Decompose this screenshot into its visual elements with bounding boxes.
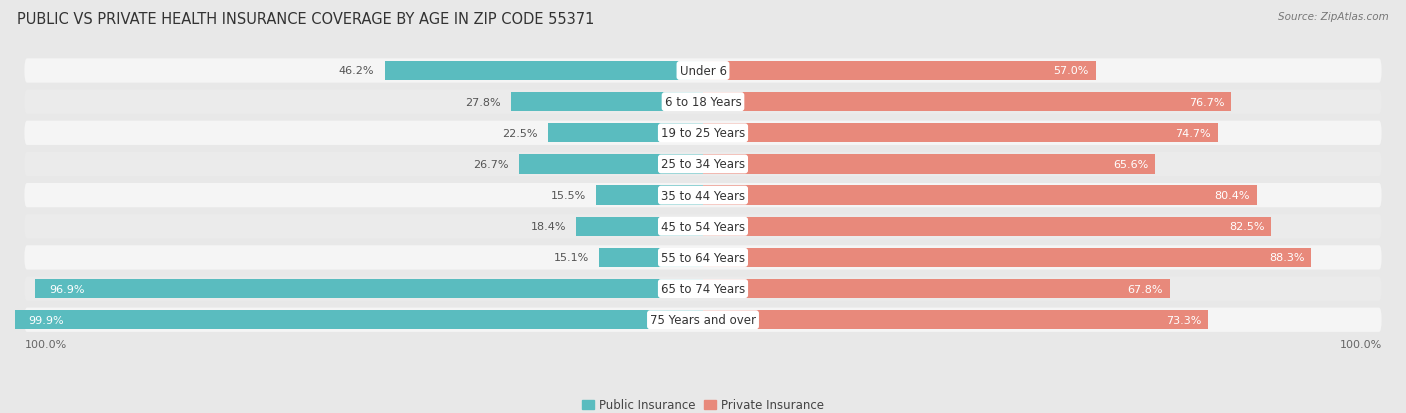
Bar (599, 248, 703, 268)
FancyBboxPatch shape (24, 215, 1382, 239)
Bar (703, 155, 1154, 174)
Text: 22.5%: 22.5% (502, 128, 537, 138)
Bar (512, 93, 703, 112)
Bar (703, 279, 1170, 299)
Text: 15.1%: 15.1% (554, 253, 589, 263)
Text: 57.0%: 57.0% (1053, 66, 1088, 76)
FancyBboxPatch shape (24, 90, 1382, 114)
Bar (35, 279, 703, 299)
Text: 25 to 34 Years: 25 to 34 Years (661, 158, 745, 171)
Bar (576, 217, 703, 236)
Text: 75 Years and over: 75 Years and over (650, 313, 756, 326)
Text: 45 to 54 Years: 45 to 54 Years (661, 220, 745, 233)
Text: 99.9%: 99.9% (28, 315, 65, 325)
FancyBboxPatch shape (24, 308, 1382, 332)
Bar (703, 62, 1095, 81)
Text: 100.0%: 100.0% (1340, 339, 1382, 349)
Bar (385, 62, 703, 81)
Text: 35 to 44 Years: 35 to 44 Years (661, 189, 745, 202)
FancyBboxPatch shape (24, 59, 1382, 83)
FancyBboxPatch shape (24, 183, 1382, 208)
Bar (703, 310, 1208, 330)
Bar (519, 155, 703, 174)
Text: 19 to 25 Years: 19 to 25 Years (661, 127, 745, 140)
Text: 46.2%: 46.2% (339, 66, 374, 76)
FancyBboxPatch shape (24, 246, 1382, 270)
Text: 96.9%: 96.9% (49, 284, 84, 294)
Text: 6 to 18 Years: 6 to 18 Years (665, 96, 741, 109)
Text: 26.7%: 26.7% (474, 159, 509, 170)
FancyBboxPatch shape (24, 121, 1382, 146)
Text: 88.3%: 88.3% (1270, 253, 1305, 263)
FancyBboxPatch shape (24, 152, 1382, 177)
Bar (596, 186, 703, 205)
Text: 18.4%: 18.4% (530, 222, 565, 232)
Text: 76.7%: 76.7% (1189, 97, 1225, 107)
Text: Source: ZipAtlas.com: Source: ZipAtlas.com (1278, 12, 1389, 22)
Text: 65.6%: 65.6% (1112, 159, 1149, 170)
Text: Under 6: Under 6 (679, 65, 727, 78)
Text: PUBLIC VS PRIVATE HEALTH INSURANCE COVERAGE BY AGE IN ZIP CODE 55371: PUBLIC VS PRIVATE HEALTH INSURANCE COVER… (17, 12, 595, 27)
Bar (14, 310, 703, 330)
Bar (548, 124, 703, 143)
Text: 100.0%: 100.0% (24, 339, 66, 349)
Bar (703, 248, 1312, 268)
Text: 80.4%: 80.4% (1215, 191, 1250, 201)
Bar (703, 124, 1218, 143)
Text: 82.5%: 82.5% (1229, 222, 1264, 232)
Text: 55 to 64 Years: 55 to 64 Years (661, 252, 745, 264)
Text: 65 to 74 Years: 65 to 74 Years (661, 282, 745, 295)
Bar (703, 93, 1232, 112)
Bar (703, 217, 1271, 236)
Text: 27.8%: 27.8% (465, 97, 501, 107)
Text: 74.7%: 74.7% (1175, 128, 1211, 138)
FancyBboxPatch shape (24, 277, 1382, 301)
Text: 67.8%: 67.8% (1128, 284, 1163, 294)
Legend: Public Insurance, Private Insurance: Public Insurance, Private Insurance (582, 399, 824, 411)
Bar (703, 186, 1257, 205)
Text: 15.5%: 15.5% (551, 191, 586, 201)
Text: 73.3%: 73.3% (1166, 315, 1201, 325)
